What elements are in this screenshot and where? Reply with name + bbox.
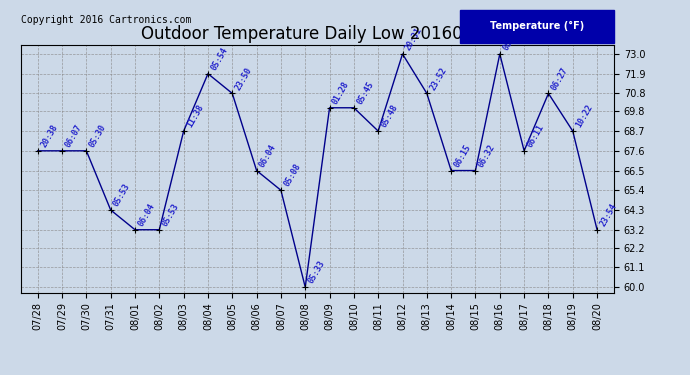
Text: 06:07: 06:07 — [63, 123, 83, 149]
Title: Outdoor Temperature Daily Low 20160821: Outdoor Temperature Daily Low 20160821 — [141, 26, 494, 44]
Text: 05:30: 05:30 — [88, 123, 108, 149]
Text: 11:38: 11:38 — [185, 103, 205, 129]
Text: 23:54: 23:54 — [598, 202, 619, 228]
Text: 20:38: 20:38 — [39, 123, 59, 149]
Text: 10:22: 10:22 — [574, 103, 594, 129]
Text: 20:31: 20:31 — [404, 26, 424, 52]
Text: 05:48: 05:48 — [380, 103, 400, 129]
Text: 06:15: 06:15 — [453, 142, 473, 169]
Text: 06:11: 06:11 — [525, 123, 546, 149]
Text: 05:53: 05:53 — [161, 202, 181, 228]
Text: 05:33: 05:33 — [306, 259, 327, 285]
Text: 06:27: 06:27 — [550, 66, 570, 92]
FancyBboxPatch shape — [460, 10, 614, 42]
Text: 05:54: 05:54 — [209, 46, 230, 72]
Text: 05:08: 05:08 — [282, 162, 302, 189]
Text: 01:28: 01:28 — [331, 80, 351, 106]
Text: 06:04: 06:04 — [258, 142, 278, 169]
Text: 06:7: 06:7 — [501, 30, 519, 52]
Text: 06:04: 06:04 — [136, 202, 157, 228]
Text: 23:52: 23:52 — [428, 66, 448, 92]
Text: Copyright 2016 Cartronics.com: Copyright 2016 Cartronics.com — [21, 15, 191, 25]
Text: Temperature (°F): Temperature (°F) — [490, 21, 584, 32]
Text: 05:45: 05:45 — [355, 80, 375, 106]
Text: 05:53: 05:53 — [112, 182, 132, 208]
Text: 23:50: 23:50 — [233, 66, 254, 92]
Text: 06:32: 06:32 — [477, 142, 497, 169]
